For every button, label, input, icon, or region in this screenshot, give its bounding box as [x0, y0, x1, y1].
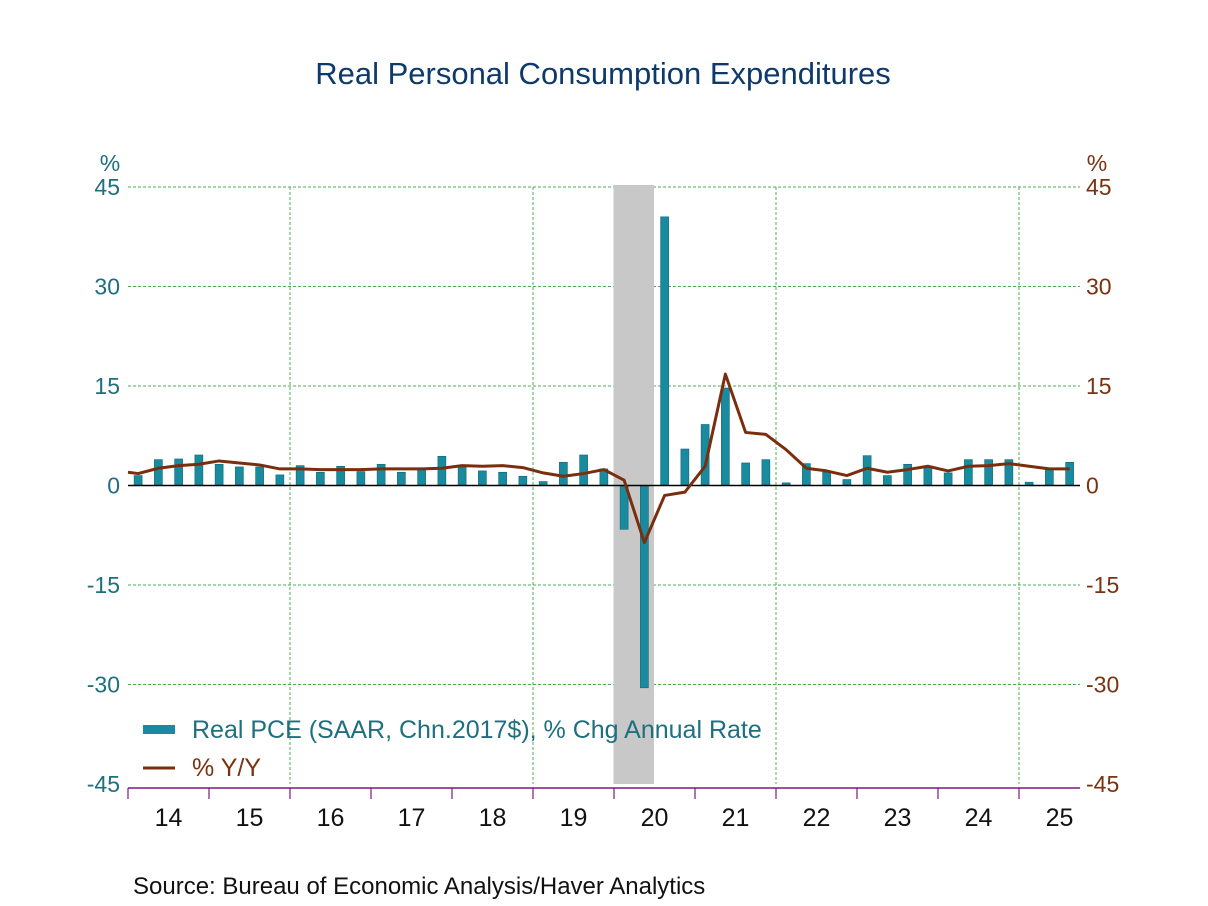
bar: [822, 471, 831, 486]
bar: [903, 463, 912, 486]
bar: [133, 475, 143, 486]
bar: [741, 462, 750, 486]
bar: [275, 474, 285, 486]
bar: [478, 470, 487, 486]
bar: [356, 471, 366, 486]
source-note: Source: Bureau of Economic Analysis/Have…: [133, 873, 705, 900]
x-tick-label: 20: [641, 804, 669, 832]
bar: [417, 469, 426, 486]
legend-bar-swatch: [143, 725, 175, 734]
right-tick-label: -30: [1086, 672, 1119, 698]
right-axis: % 45 30 15 0 -15 -30 -45: [1086, 150, 1119, 797]
bar: [316, 471, 325, 486]
bar-series: [133, 216, 1074, 689]
bar: [214, 463, 224, 486]
bar: [498, 471, 507, 486]
bar: [680, 448, 690, 486]
bar: [640, 485, 649, 689]
x-tick-label: 16: [317, 804, 345, 832]
bar: [518, 475, 528, 486]
x-tick-label: 25: [1046, 804, 1074, 832]
right-axis-unit: %: [1087, 150, 1107, 176]
x-tick-label: 22: [803, 804, 831, 832]
bar: [964, 459, 973, 486]
x-axis: 14 15 16 17 18 19 20 21 22 23 24 25: [127, 787, 1080, 832]
bar: [255, 466, 264, 486]
right-tick-label: -45: [1086, 771, 1119, 797]
bar: [235, 466, 244, 486]
x-tick-label: 14: [155, 804, 183, 832]
x-tick-label: 17: [398, 804, 426, 832]
bar: [923, 465, 933, 486]
bar: [984, 459, 993, 486]
yy-line-path: [127, 372, 1070, 545]
bar: [761, 459, 771, 486]
right-tick-label: 15: [1086, 373, 1112, 399]
x-tick-label: 21: [722, 804, 750, 832]
x-tick-label: 24: [965, 804, 993, 832]
bar: [194, 454, 204, 486]
left-axis: % 45 30 15 0 -15 -30 -45: [87, 150, 120, 797]
bar: [559, 461, 568, 486]
bar: [842, 479, 852, 486]
x-tick-label: 15: [236, 804, 264, 832]
legend-bar-label: Real PCE (SAAR, Chn.2017$), % Chg Annual…: [192, 716, 762, 744]
recession-shading: [613, 185, 654, 784]
bar: [943, 472, 953, 486]
left-tick-label: -15: [87, 572, 120, 598]
bar: [154, 459, 163, 486]
left-tick-label: 30: [94, 274, 120, 300]
left-axis-unit: %: [100, 150, 120, 176]
right-tick-label: 30: [1086, 274, 1112, 300]
left-tick-label: 15: [94, 373, 120, 399]
left-tick-label: -30: [87, 672, 120, 698]
x-tick-label: 18: [479, 804, 507, 832]
bar: [579, 454, 588, 486]
recession-band: [613, 185, 654, 784]
line-series: [127, 372, 1070, 545]
bar: [721, 387, 730, 486]
right-tick-label: 0: [1086, 473, 1099, 499]
bar: [1045, 467, 1054, 486]
gridlines: [128, 186, 1080, 784]
legend-line-label: % Y/Y: [192, 754, 261, 782]
bar: [883, 475, 892, 486]
x-tick-label: 23: [884, 804, 912, 832]
bar: [660, 216, 669, 486]
legend: Real PCE (SAAR, Chn.2017$), % Chg Annual…: [143, 716, 762, 782]
bar: [437, 456, 447, 486]
bar: [1065, 461, 1074, 486]
right-tick-label: 45: [1086, 174, 1112, 200]
left-tick-label: -45: [87, 771, 120, 797]
bar: [457, 466, 467, 486]
x-tick-label: 19: [560, 804, 588, 832]
chart-title: Real Personal Consumption Expenditures: [315, 56, 891, 91]
right-tick-label: -15: [1086, 572, 1119, 598]
bar: [174, 458, 183, 486]
left-tick-label: 0: [107, 473, 120, 499]
left-tick-label: 45: [94, 174, 120, 200]
bar: [397, 471, 406, 486]
